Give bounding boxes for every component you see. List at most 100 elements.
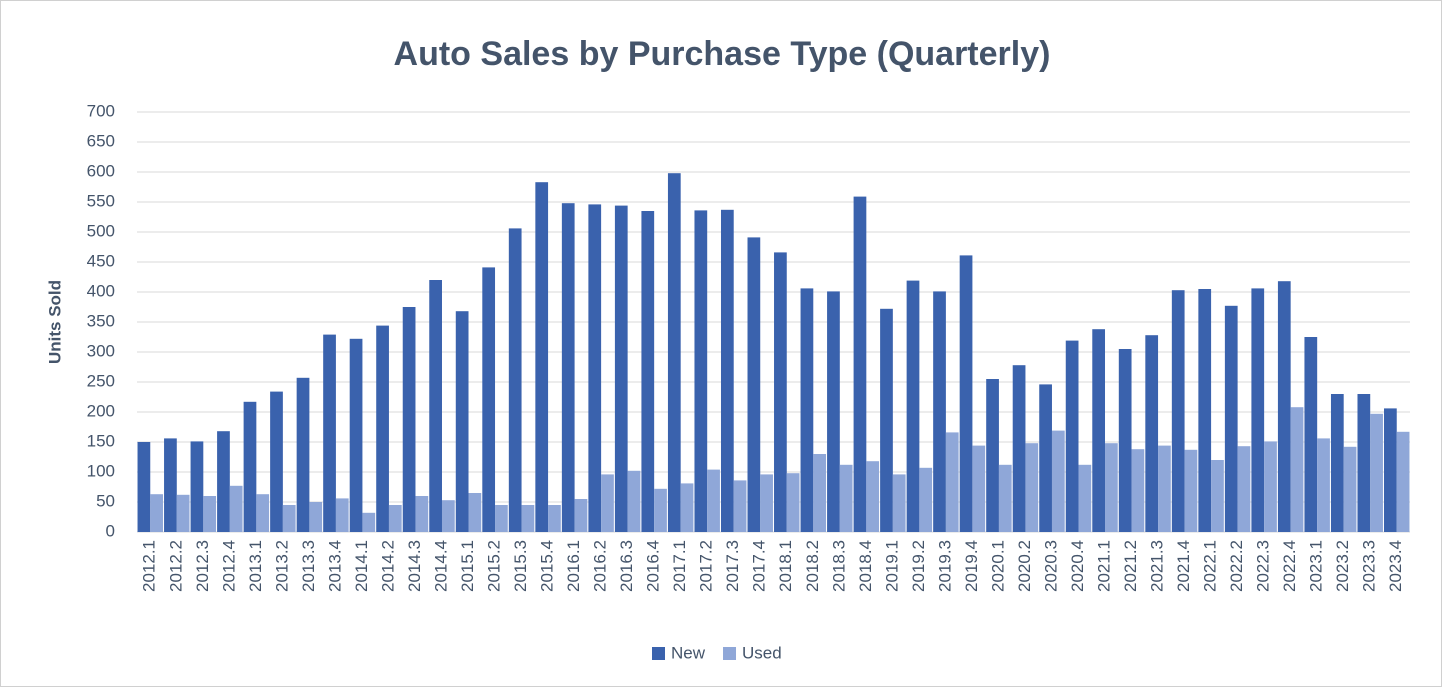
x-tick-label: 2021.1 <box>1094 540 1113 592</box>
x-tick-label: 2023.4 <box>1386 540 1405 592</box>
bar <box>707 469 720 532</box>
bar <box>1251 288 1265 532</box>
bar <box>919 467 933 532</box>
x-tick-label: 2023.3 <box>1360 540 1379 592</box>
x-tick-label: 2015.3 <box>511 540 530 592</box>
x-tick-label: 2019.2 <box>909 540 928 592</box>
bar <box>137 442 151 532</box>
bar <box>774 252 787 532</box>
y-tick-label: 0 <box>106 521 115 540</box>
bar <box>150 494 163 532</box>
bar <box>190 441 204 532</box>
bar <box>1051 430 1065 532</box>
bar <box>972 445 986 532</box>
x-tick-label: 2012.4 <box>219 540 238 592</box>
bar <box>1277 281 1291 532</box>
x-tick-label: 2018.3 <box>829 540 848 592</box>
x-tick-label: 2015.1 <box>458 540 477 592</box>
bar <box>1198 289 1212 532</box>
x-tick-label: 2017.3 <box>723 540 742 592</box>
x-tick-label: 2013.2 <box>272 540 291 592</box>
legend-label: New <box>671 643 706 662</box>
bar <box>441 500 455 532</box>
bar <box>1290 407 1304 532</box>
bar <box>243 401 257 532</box>
bar <box>468 493 482 532</box>
y-tick-label: 450 <box>87 251 115 270</box>
bar <box>323 334 336 532</box>
x-tick-label: 2021.2 <box>1121 540 1140 592</box>
y-tick-label: 300 <box>87 341 115 360</box>
bar <box>627 470 641 532</box>
bar <box>1171 290 1185 532</box>
x-tick-label: 2022.2 <box>1227 540 1246 592</box>
x-tick-label: 2021.4 <box>1174 540 1193 592</box>
y-tick-label: 550 <box>87 191 115 210</box>
x-tick-label: 2015.2 <box>485 540 504 592</box>
bar <box>866 461 880 532</box>
bar <box>813 454 827 532</box>
bar <box>482 267 496 532</box>
bar <box>1330 394 1344 532</box>
bar <box>986 379 999 532</box>
bar <box>760 474 773 532</box>
bar <box>1118 349 1132 532</box>
x-tick-label: 2018.2 <box>803 540 822 592</box>
x-tick-label: 2017.4 <box>750 540 769 592</box>
bar <box>495 505 508 532</box>
bar <box>1357 394 1371 532</box>
bar <box>1145 335 1159 532</box>
y-tick-label: 400 <box>87 281 115 300</box>
y-tick-label: 200 <box>87 401 115 420</box>
bar <box>733 480 747 532</box>
bar <box>880 308 893 532</box>
bar <box>1039 384 1052 532</box>
bar <box>1105 443 1118 532</box>
bar <box>376 325 389 532</box>
bar <box>1065 340 1079 532</box>
bar <box>667 173 681 532</box>
bar <box>641 211 655 532</box>
bar <box>1184 449 1198 532</box>
bar <box>535 182 549 532</box>
x-tick-label: 2016.2 <box>591 540 610 592</box>
bar <box>680 483 694 532</box>
bar <box>296 377 310 532</box>
bar <box>561 203 575 532</box>
y-tick-label: 650 <box>87 131 115 150</box>
x-tick-label: 2012.3 <box>193 540 212 592</box>
x-tick-label: 2016.3 <box>617 540 636 592</box>
bar <box>786 473 800 532</box>
x-tick-label: 2014.3 <box>405 540 424 592</box>
y-tick-label: 500 <box>87 221 115 240</box>
x-tick-label: 2015.4 <box>538 540 557 592</box>
x-tick-label: 2020.3 <box>1041 540 1060 592</box>
bar <box>839 464 853 532</box>
bar <box>1211 460 1224 532</box>
bar <box>429 280 442 532</box>
x-tick-label: 2018.1 <box>776 540 795 592</box>
x-tick-label: 2023.1 <box>1307 540 1326 592</box>
bar <box>176 494 190 532</box>
bar <box>654 488 667 532</box>
x-tick-label: 2014.4 <box>431 540 450 592</box>
bar <box>1237 446 1251 532</box>
x-tick-label: 2019.4 <box>962 540 981 592</box>
bar <box>217 431 230 532</box>
bar <box>1025 443 1039 532</box>
y-tick-label: 600 <box>87 161 115 180</box>
bar <box>906 280 920 532</box>
bar <box>256 494 270 532</box>
x-tick-label: 2013.3 <box>299 540 318 592</box>
bar <box>1370 413 1383 532</box>
x-tick-label: 2020.2 <box>1015 540 1034 592</box>
chart-title: Auto Sales by Purchase Type (Quarterly) <box>394 35 1051 73</box>
y-tick-label: 700 <box>87 101 115 120</box>
x-tick-label: 2019.1 <box>882 540 901 592</box>
y-tick-label: 250 <box>87 371 115 390</box>
bar <box>853 196 867 532</box>
x-tick-label: 2022.3 <box>1254 540 1273 592</box>
bar <box>282 505 296 532</box>
bar <box>720 209 734 533</box>
